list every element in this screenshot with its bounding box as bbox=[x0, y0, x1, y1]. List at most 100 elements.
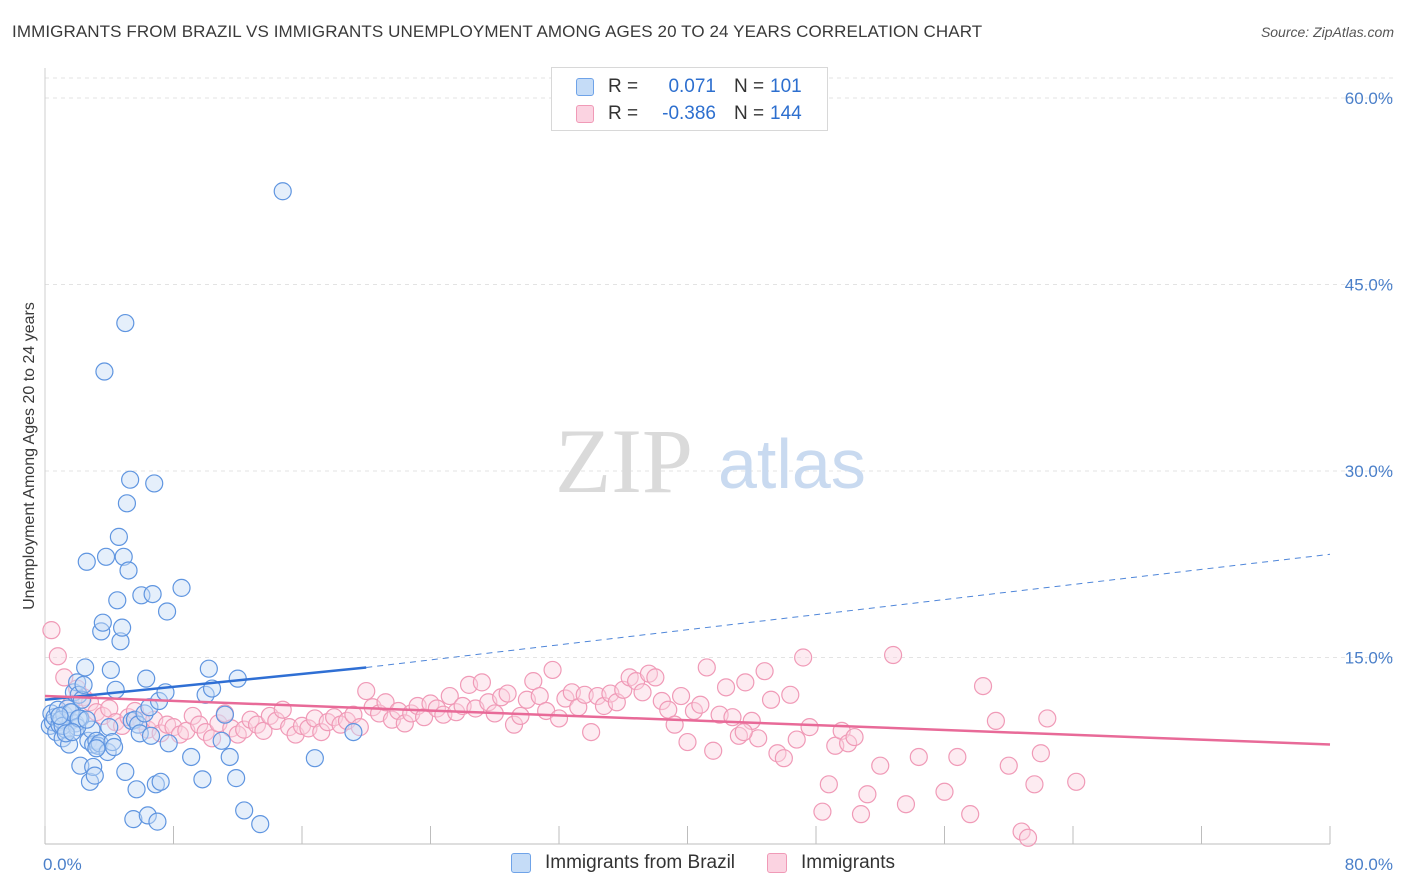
data-point-immigrants bbox=[845, 727, 864, 747]
data-point-immigrants bbox=[948, 747, 967, 767]
data-point-brazil bbox=[251, 815, 270, 834]
data-point-brazil bbox=[117, 494, 137, 513]
data-point-immigrants bbox=[395, 714, 414, 733]
data-point-brazil bbox=[76, 658, 95, 677]
data-point-brazil bbox=[145, 474, 164, 493]
data-point-brazil bbox=[96, 547, 116, 566]
data-point-immigrants bbox=[48, 647, 67, 666]
data-point-immigrants bbox=[440, 686, 459, 706]
data-point-brazil bbox=[138, 806, 157, 825]
data-point-brazil bbox=[148, 812, 167, 831]
data-point-immigrants bbox=[883, 645, 903, 665]
data-point-brazil bbox=[193, 770, 212, 789]
data-point-immigrants bbox=[549, 709, 569, 728]
data-point-brazil bbox=[124, 810, 143, 829]
watermark-zip: ZIP bbox=[555, 410, 693, 512]
data-point-brazil bbox=[109, 527, 128, 546]
data-point-brazil bbox=[71, 756, 90, 775]
legend-n-value: 144 bbox=[770, 103, 802, 124]
data-point-brazil bbox=[137, 669, 156, 688]
data-point-immigrants bbox=[1031, 744, 1050, 763]
y-tick-label: 30.0% bbox=[1345, 462, 1393, 481]
data-point-immigrants bbox=[935, 782, 954, 801]
data-point-immigrants bbox=[800, 718, 819, 737]
legend-item-brazil[interactable]: Immigrants from Brazil bbox=[511, 852, 735, 874]
data-point-immigrants bbox=[280, 718, 299, 737]
data-point-immigrants bbox=[704, 741, 723, 760]
data-point-brazil bbox=[100, 718, 119, 737]
data-point-brazil bbox=[114, 547, 133, 566]
legend-row-immigrants: R = -0.386 N = 144 bbox=[576, 101, 802, 127]
data-point-brazil bbox=[135, 704, 154, 723]
data-point-brazil bbox=[227, 769, 246, 788]
data-point-brazil bbox=[77, 552, 96, 571]
data-point-brazil bbox=[212, 731, 231, 750]
data-point-immigrants bbox=[697, 658, 716, 677]
data-point-brazil bbox=[50, 706, 69, 726]
data-point-brazil bbox=[104, 737, 124, 757]
data-point-immigrants bbox=[582, 722, 601, 742]
data-point-immigrants bbox=[42, 621, 61, 640]
data-point-brazil bbox=[93, 613, 112, 632]
data-point-brazil bbox=[112, 618, 132, 637]
trend-lines bbox=[44, 553, 1331, 746]
axes bbox=[44, 68, 1331, 845]
data-point-brazil bbox=[151, 772, 170, 791]
data-point-immigrants bbox=[819, 775, 838, 794]
data-point-immigrants bbox=[813, 802, 832, 821]
data-point-immigrants bbox=[774, 749, 793, 768]
series-immigrants-from-brazil bbox=[40, 182, 363, 834]
legend-label-brazil: Immigrants from Brazil bbox=[545, 852, 736, 873]
series-immigrants bbox=[42, 621, 1086, 847]
data-point-brazil bbox=[95, 362, 114, 381]
data-point-immigrants bbox=[734, 722, 753, 742]
data-point-immigrants bbox=[312, 722, 331, 742]
data-point-immigrants bbox=[961, 805, 980, 824]
data-point-brazil bbox=[199, 659, 218, 678]
legend-swatch-brazil bbox=[511, 853, 531, 873]
data-point-brazil bbox=[56, 724, 75, 743]
data-point-brazil bbox=[108, 591, 127, 610]
legend-swatch-brazil bbox=[576, 78, 594, 96]
legend-r-label: R = bbox=[608, 76, 639, 97]
data-point-brazil bbox=[220, 747, 239, 767]
data-point-immigrants bbox=[633, 683, 652, 702]
data-point-immigrants bbox=[646, 668, 665, 687]
trend-line-brazil bbox=[44, 666, 367, 702]
data-point-immigrants bbox=[986, 711, 1006, 731]
data-point-brazil bbox=[77, 710, 96, 729]
legend-swatch-immigrants bbox=[767, 853, 788, 873]
legend-n-value: 101 bbox=[770, 76, 802, 97]
data-point-brazil bbox=[172, 578, 191, 597]
legend-swatch-immigrants bbox=[576, 105, 594, 123]
legend-r-label: R = bbox=[608, 103, 639, 124]
data-point-immigrants bbox=[575, 685, 594, 704]
chart-title: IMMIGRANTS FROM BRAZIL VS IMMIGRANTS UNE… bbox=[12, 22, 983, 41]
data-point-immigrants bbox=[498, 684, 517, 703]
data-point-brazil bbox=[74, 675, 93, 694]
data-point-brazil bbox=[125, 710, 145, 729]
legend-r-value: -0.386 bbox=[662, 103, 716, 124]
data-point-immigrants bbox=[736, 673, 755, 692]
data-point-brazil bbox=[119, 561, 138, 580]
data-point-brazil bbox=[159, 734, 178, 753]
data-point-brazil bbox=[127, 780, 146, 799]
data-point-immigrants bbox=[909, 747, 928, 767]
data-point-brazil bbox=[121, 470, 140, 489]
data-point-brazil bbox=[146, 775, 165, 794]
data-point-immigrants bbox=[671, 686, 691, 706]
series-legend: Immigrants from Brazil Immigrants bbox=[0, 852, 1406, 874]
data-point-brazil bbox=[82, 720, 101, 739]
data-point-brazil bbox=[305, 749, 324, 768]
data-point-brazil bbox=[87, 739, 106, 758]
data-point-brazil bbox=[130, 724, 149, 743]
data-point-immigrants bbox=[357, 681, 376, 701]
data-point-immigrants bbox=[190, 715, 209, 734]
data-point-immigrants bbox=[716, 678, 736, 697]
data-point-brazil bbox=[106, 680, 125, 699]
correlation-legend: R = 0.071 N = 101 R = -0.386 N = 144 bbox=[551, 67, 828, 131]
legend-item-immigrants[interactable]: Immigrants bbox=[767, 852, 895, 874]
data-point-immigrants bbox=[1025, 775, 1044, 794]
data-point-immigrants bbox=[787, 730, 806, 749]
data-point-immigrants bbox=[678, 732, 697, 752]
